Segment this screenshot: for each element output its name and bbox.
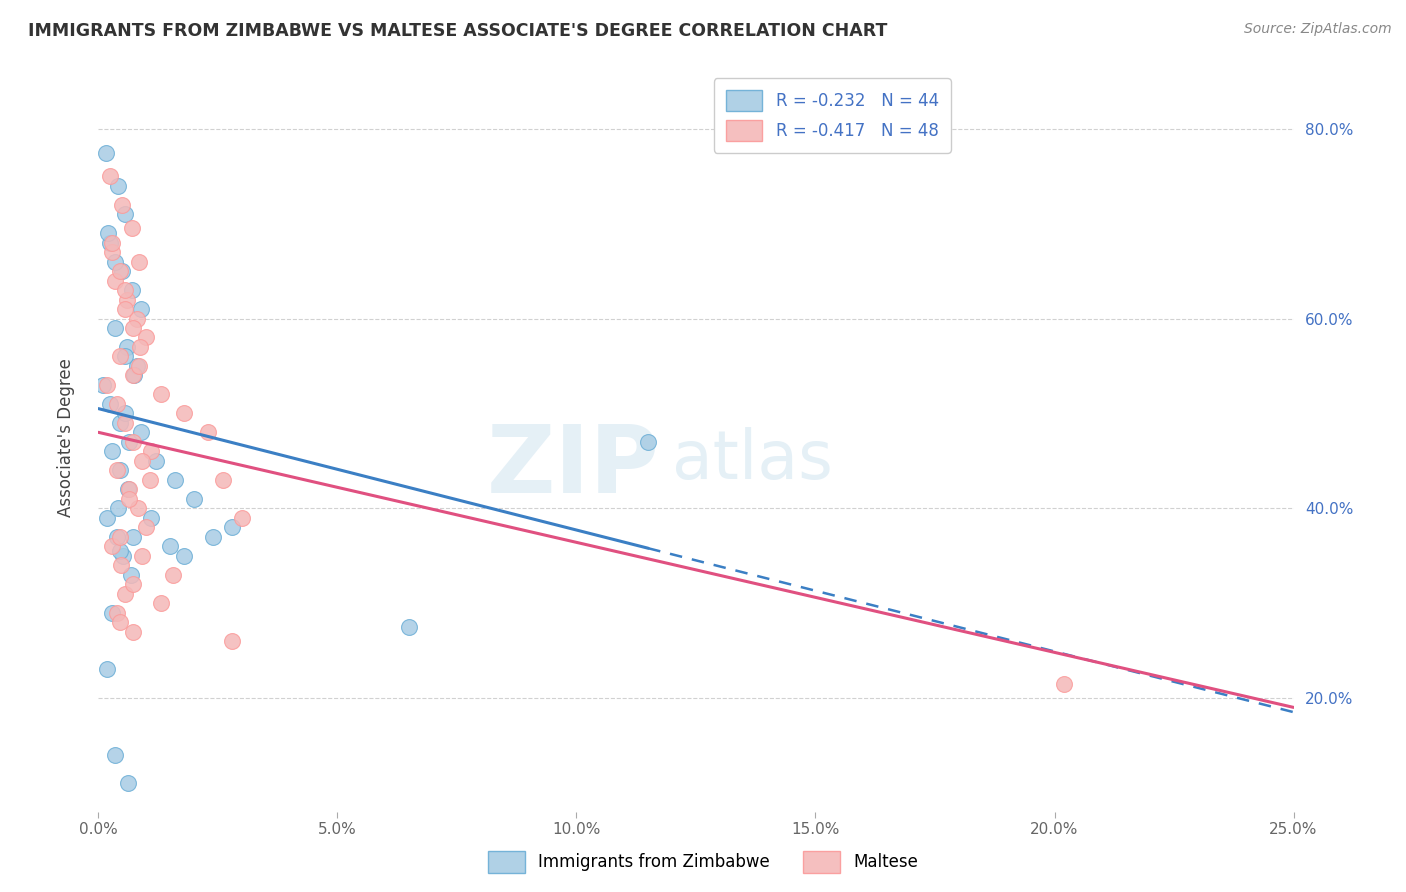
Point [1053,676,1076,690]
Point [108,530,131,544]
Point [114,283,136,297]
Point [221,634,243,648]
Point [108,463,131,477]
Point [131,549,153,563]
Point [135,330,157,344]
Point [121,321,143,335]
Point [108,544,131,558]
Point [139,510,162,524]
Text: IMMIGRANTS FROM ZIMBABWE VS MALTESE ASSOCIATE'S DEGREE CORRELATION CHART: IMMIGRANTS FROM ZIMBABWE VS MALTESE ASSO… [28,22,887,40]
Point [221,520,243,534]
Point [129,340,152,354]
Legend: R = -0.232   N = 44, R = -0.417   N = 48: R = -0.232 N = 44, R = -0.417 N = 48 [714,78,950,153]
Point [117,776,139,790]
Point [114,586,136,600]
Point [94,145,117,160]
Point [128,254,150,268]
Point [110,558,132,573]
Point [183,491,205,506]
Point [104,254,127,268]
Point [104,747,127,762]
Point [112,549,135,563]
Point [105,397,128,411]
Point [97,226,120,240]
Point [121,368,143,383]
Point [173,549,195,563]
Point [111,264,134,278]
Point [96,378,118,392]
Point [163,473,186,487]
Point [135,520,157,534]
Point [118,482,141,496]
Point [111,197,134,211]
Point [125,359,148,373]
Point [121,530,143,544]
Point [131,425,153,440]
Point [108,350,131,364]
Point [96,510,118,524]
Point [105,530,128,544]
Point [202,530,225,544]
Point [108,416,131,430]
Point [124,368,146,383]
Point [115,293,138,307]
Point [115,340,138,354]
Point [108,615,131,629]
Point [120,567,142,582]
Point [114,416,136,430]
Point [105,463,128,477]
Point [101,606,124,620]
Point [98,397,122,411]
Point [121,434,143,449]
Point [145,454,167,468]
Point [121,577,143,591]
Point [197,425,219,440]
Point [398,620,420,634]
Point [121,283,143,297]
Text: Source: ZipAtlas.com: Source: ZipAtlas.com [1244,22,1392,37]
Point [139,444,162,458]
Point [149,596,172,610]
Point [231,510,253,524]
Point [107,501,129,516]
Point [105,606,128,620]
Point [118,434,141,449]
Text: atlas: atlas [672,426,832,492]
Point [107,178,129,193]
Point [108,264,131,278]
Point [118,491,141,506]
Point [101,539,124,553]
Point [131,301,153,316]
Point [98,169,122,184]
Point [98,235,122,250]
Point [159,539,181,553]
Point [127,501,149,516]
Point [114,301,136,316]
Y-axis label: Associate's Degree: Associate's Degree [56,358,75,516]
Point [101,245,124,260]
Point [114,207,136,221]
Point [162,567,184,582]
Point [211,473,233,487]
Point [104,321,127,335]
Point [117,482,139,496]
Point [131,454,153,468]
Point [114,406,136,420]
Legend: Immigrants from Zimbabwe, Maltese: Immigrants from Zimbabwe, Maltese [481,845,925,880]
Point [128,359,150,373]
Point [96,663,118,677]
Point [125,311,148,326]
Text: ZIP: ZIP [488,421,661,513]
Point [149,387,172,401]
Point [101,444,124,458]
Point [121,624,143,639]
Point [101,235,124,250]
Point [104,274,127,288]
Point [173,406,195,420]
Point [114,350,136,364]
Point [91,378,114,392]
Point [637,434,659,449]
Point [121,221,143,235]
Point [139,473,162,487]
